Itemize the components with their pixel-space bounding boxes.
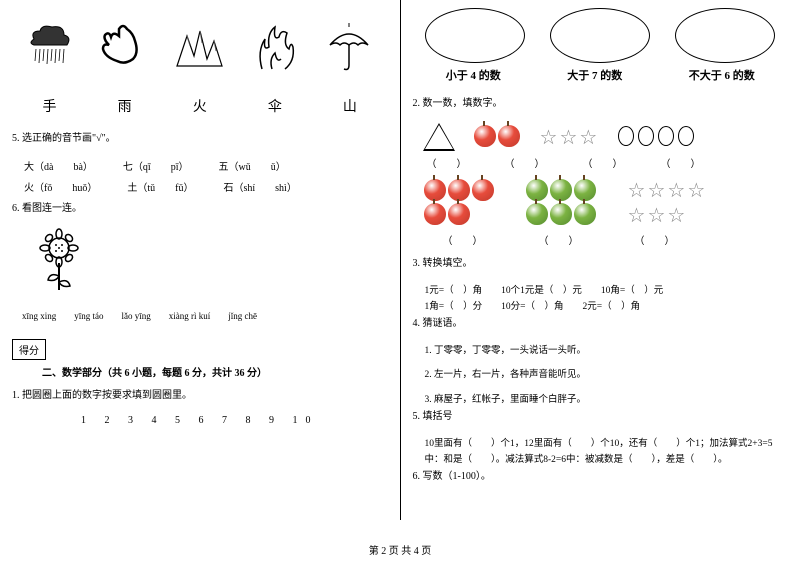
right-q3: 3. 转换填空。 [413,255,789,273]
oval-label: 大于 7 的数 [567,67,622,83]
oval [425,8,525,63]
char: 手 [43,96,57,116]
green-apple-group [525,178,605,226]
char: 火 [193,96,207,116]
question-5: 5. 选正确的音节画"√"。 [12,130,388,148]
oval-row [413,8,789,63]
right-q4: 4. 猜谜语。 [413,315,789,333]
blank: （ ） [443,232,483,247]
pinyin-row-2: 火（fǒ huǒ） 土（tǔ fǔ） 石（shí shì） [24,179,388,194]
blank: （ ） [583,155,623,170]
mountain-icon [172,21,227,76]
pinyin-item: 大（dà bà） [24,158,93,173]
riddle-1: 1. 丁零零，丁零零，一头说话一头听。 [425,343,789,359]
sunflower-icon [32,228,388,301]
pinyin-item: 土（tǔ fǔ） [127,179,193,194]
pinyin-opt: xīng xing [22,311,56,321]
character-row: 手 雨 火 伞 山 [12,96,388,116]
pinyin-item: 七（qī pī） [123,158,189,173]
oval-label: 小于 4 的数 [446,67,501,83]
pinyin-item: 石（shí shì） [223,179,296,194]
umbrella-icon [322,21,377,76]
char: 山 [343,96,357,116]
hand-icon [97,21,152,76]
q5-line-b: 中：和是（ ）。减法算式8-2=6中：被减数是（ ），差是（ ）。 [425,452,789,468]
q3-line-b: 1角=（ ）分 10分=（ ）角 2元=（ ）角 [425,299,789,315]
pinyin-item: 五（wǔ ǔ） [218,158,285,173]
pinyin-opt: jǐng chē [228,311,257,321]
star-group-large: ☆☆☆☆☆☆☆ [627,178,717,228]
blank: （ ） [505,155,545,170]
paren-row-1: （ ） （ ） （ ） （ ） [427,155,789,170]
circle-group [616,126,696,149]
math-q1: 1. 把圆圈上面的数字按要求填到圆圈里。 [12,387,388,405]
paren-row-2: （ ） （ ） （ ） [443,232,789,247]
pinyin-opt: xiàng rì kuí [169,311,211,321]
red-apple-group [423,178,503,226]
star-group: ☆☆☆ [539,125,599,150]
oval-label: 不大于 6 的数 [689,67,755,83]
blank: （ ） [539,232,579,247]
right-q6: 6. 写数（1-100）。 [413,468,789,486]
pinyin-opt: yīng táo [74,311,103,321]
right-q2: 2. 数一数，填数字。 [413,95,789,113]
apple-group [473,124,521,151]
triangle-icon [423,123,455,151]
count-row-1: ☆☆☆ [423,123,789,151]
score-box: 得分 [12,339,46,360]
pinyin-item: 火（fǒ huǒ） [24,179,97,194]
riddle-2: 2. 左一片，右一片，各种声音能听见。 [425,367,789,383]
right-column: 小于 4 的数 大于 7 的数 不大于 6 的数 2. 数一数，填数字。 ☆☆☆… [401,0,800,520]
blank: （ ） [661,155,701,170]
right-q5: 5. 填括号 [413,408,789,426]
q5-line-a: 10里面有（ ）个1，12里面有（ ）个10，还有（ ）个1；加法算式2+3=5 [425,436,789,452]
picture-row [12,8,388,88]
page-footer: 第 2 页 共 4 页 [0,542,800,557]
char: 伞 [268,96,282,116]
left-column: 手 雨 火 伞 山 5. 选正确的音节画"√"。 大（dà bà） 七（qī p… [0,0,401,520]
count-row-2: ☆☆☆☆☆☆☆ [423,178,789,228]
rain-cloud-icon [22,21,77,76]
oval [550,8,650,63]
question-6: 6. 看图连一连。 [12,200,388,218]
section-2-title: 二、数学部分（共 6 小题，每题 6 分，共计 36 分） [42,364,388,379]
char: 雨 [118,96,132,116]
pinyin-row-1: 大（dà bà） 七（qī pī） 五（wǔ ǔ） [24,158,388,173]
fire-icon [247,21,302,76]
number-row: 1 2 3 4 5 6 7 8 9 10 [12,415,388,426]
riddle-3: 3. 麻屋子，红帐子，里面睡个白胖子。 [425,392,789,408]
pinyin-options: xīng xing yīng táo lǎo yīng xiàng rì kuí… [22,311,388,321]
q3-line-a: 1元=（ ）角 10个1元是（ ）元 10角=（ ）元 [425,283,789,299]
blank: （ ） [635,232,675,247]
pinyin-opt: lǎo yīng [122,311,151,321]
blank: （ ） [427,155,467,170]
oval-labels: 小于 4 的数 大于 7 的数 不大于 6 的数 [413,67,789,83]
oval [675,8,775,63]
